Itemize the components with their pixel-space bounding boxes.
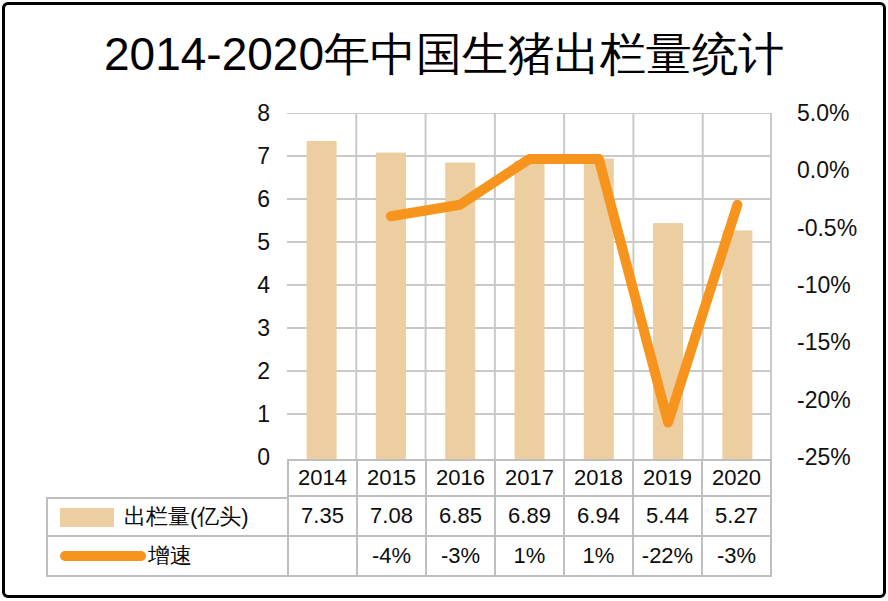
volume-bar [376, 153, 406, 460]
volume-value-cell: 6.85 [425, 497, 494, 537]
left-axis-tick: 7 [180, 142, 270, 170]
volume-value-cell: 5.44 [632, 497, 701, 537]
volume-value-cell: 5.27 [701, 497, 772, 537]
table-growth-row: 增速 -4% -3% 1% 1% -22% -3% [46, 537, 772, 577]
bar-legend-swatch [60, 508, 114, 527]
growth-value-cell: -4% [356, 537, 425, 577]
plot-area [287, 113, 772, 460]
growth-value-cell: -22% [632, 537, 701, 577]
left-axis-tick: 4 [180, 271, 270, 299]
volume-value-cell: 6.89 [494, 497, 563, 537]
year-cell: 2016 [425, 459, 494, 497]
right-axis-tick: -15% [797, 328, 851, 356]
right-axis-tick: -10% [797, 271, 851, 299]
right-axis-tick: -25% [797, 443, 851, 471]
right-axis-tick: -0.5% [797, 214, 857, 242]
growth-value-cell [287, 537, 356, 577]
right-axis-tick: 0.0% [797, 156, 849, 184]
table-year-row: 2014 2015 2016 2017 2018 2019 2020 [287, 459, 772, 497]
left-axis-tick: 0 [180, 443, 270, 471]
year-cell: 2014 [287, 459, 356, 497]
growth-value-cell: -3% [425, 537, 494, 577]
growth-value-cell: 1% [563, 537, 632, 577]
volume-value-cell: 6.94 [563, 497, 632, 537]
left-axis-tick: 6 [180, 185, 270, 213]
table-volume-row: 出栏量(亿头) 7.35 7.08 6.85 6.89 6.94 5.44 5.… [46, 497, 772, 537]
left-axis-tick: 1 [180, 400, 270, 428]
growth-value-cell: 1% [494, 537, 563, 577]
legend-cell-volume: 出栏量(亿头) [46, 497, 287, 537]
year-cell: 2017 [494, 459, 563, 497]
legend-cell-growth: 增速 [46, 537, 287, 577]
growth-value-cell: -3% [701, 537, 772, 577]
volume-bar [307, 141, 337, 460]
volume-value-cell: 7.08 [356, 497, 425, 537]
volume-value-cell: 7.35 [287, 497, 356, 537]
right-axis-tick: -20% [797, 386, 851, 414]
volume-bar [722, 230, 752, 460]
year-cell: 2019 [632, 459, 701, 497]
growth-legend-label: 增速 [148, 541, 192, 571]
chart-title: 2014-2020年中国生猪出栏量统计 [0, 24, 888, 86]
line-legend-swatch [60, 551, 146, 561]
volume-bar [515, 161, 545, 460]
left-axis-tick: 2 [180, 357, 270, 385]
left-axis-tick: 3 [180, 314, 270, 342]
volume-legend-label: 出栏量(亿头) [124, 502, 249, 532]
left-axis-tick: 8 [180, 99, 270, 127]
year-cell: 2015 [356, 459, 425, 497]
left-axis-tick: 5 [180, 228, 270, 256]
right-axis-tick: 5.0% [797, 99, 849, 127]
year-cell: 2018 [563, 459, 632, 497]
year-cell: 2020 [701, 459, 772, 497]
